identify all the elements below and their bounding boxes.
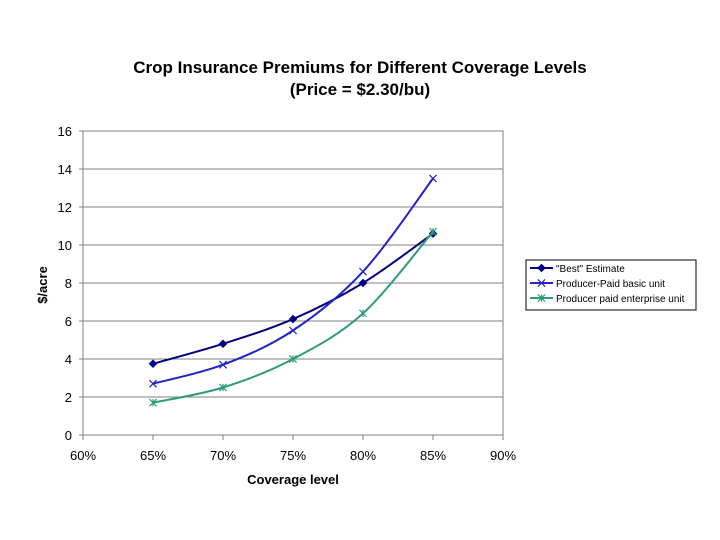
data-point xyxy=(218,360,228,369)
data-point xyxy=(288,326,298,335)
data-point xyxy=(358,267,368,276)
y-tick-label: 6 xyxy=(65,314,72,329)
data-point xyxy=(218,339,228,349)
x-tick-label: 70% xyxy=(210,448,236,463)
x-tick-label: 85% xyxy=(420,448,446,463)
data-point xyxy=(358,278,368,288)
x-tick-label: 60% xyxy=(70,448,96,463)
data-point xyxy=(288,354,298,364)
data-point xyxy=(148,359,158,369)
series-line xyxy=(152,231,434,404)
legend-item: "Best" Estimate xyxy=(530,263,625,275)
legend-item: Producer-Paid basic unit xyxy=(530,278,665,290)
data-point xyxy=(148,398,158,407)
legend-label: "Best" Estimate xyxy=(556,264,625,275)
y-tick-label: 8 xyxy=(65,276,72,291)
data-point xyxy=(218,383,228,392)
series-line xyxy=(152,232,434,365)
legend-marker xyxy=(537,263,546,273)
data-point xyxy=(288,314,298,324)
gridlines xyxy=(83,168,503,398)
x-tick-label: 75% xyxy=(280,448,306,463)
y-tick-label: 12 xyxy=(58,200,72,215)
x-tick-label: 65% xyxy=(140,448,166,463)
legend-marker xyxy=(537,293,546,303)
data-point xyxy=(428,227,438,236)
y-tick-label: 2 xyxy=(65,390,72,405)
x-tick-label: 90% xyxy=(490,448,516,463)
legend-box xyxy=(525,259,697,311)
y-axis-title: $/acre xyxy=(35,266,50,304)
x-tick-label: 80% xyxy=(350,448,376,463)
series-2 xyxy=(148,174,438,388)
legend-item: Producer paid enterprise unit xyxy=(530,293,685,305)
y-tick-label: 0 xyxy=(65,428,72,443)
chart-title: Crop Insurance Premiums for Different Co… xyxy=(133,58,586,77)
data-point xyxy=(148,379,158,388)
series-1 xyxy=(148,229,438,369)
x-axis-title: Coverage level xyxy=(247,472,339,487)
legend-label: Producer-Paid basic unit xyxy=(556,279,665,290)
data-point xyxy=(428,174,438,183)
y-axis-ticks: 0 2 4 6 8 10 12 14 16 xyxy=(58,124,83,443)
chart-subtitle: (Price = $2.30/bu) xyxy=(290,80,430,99)
legend-label: Producer paid enterprise unit xyxy=(556,294,685,305)
x-axis-ticks: 60% 65% 70% 75% 80% 85% 90% xyxy=(70,435,516,463)
legend-marker xyxy=(537,278,546,288)
y-tick-label: 10 xyxy=(58,238,72,253)
series-line xyxy=(152,177,434,385)
y-tick-label: 14 xyxy=(58,162,72,177)
series-layer xyxy=(148,174,438,407)
data-point xyxy=(358,309,368,318)
legend: "Best" Estimate Producer-Paid basic unit P… xyxy=(530,263,685,305)
series-3 xyxy=(148,227,438,407)
y-tick-label: 16 xyxy=(58,124,72,139)
y-tick-label: 4 xyxy=(65,352,72,367)
